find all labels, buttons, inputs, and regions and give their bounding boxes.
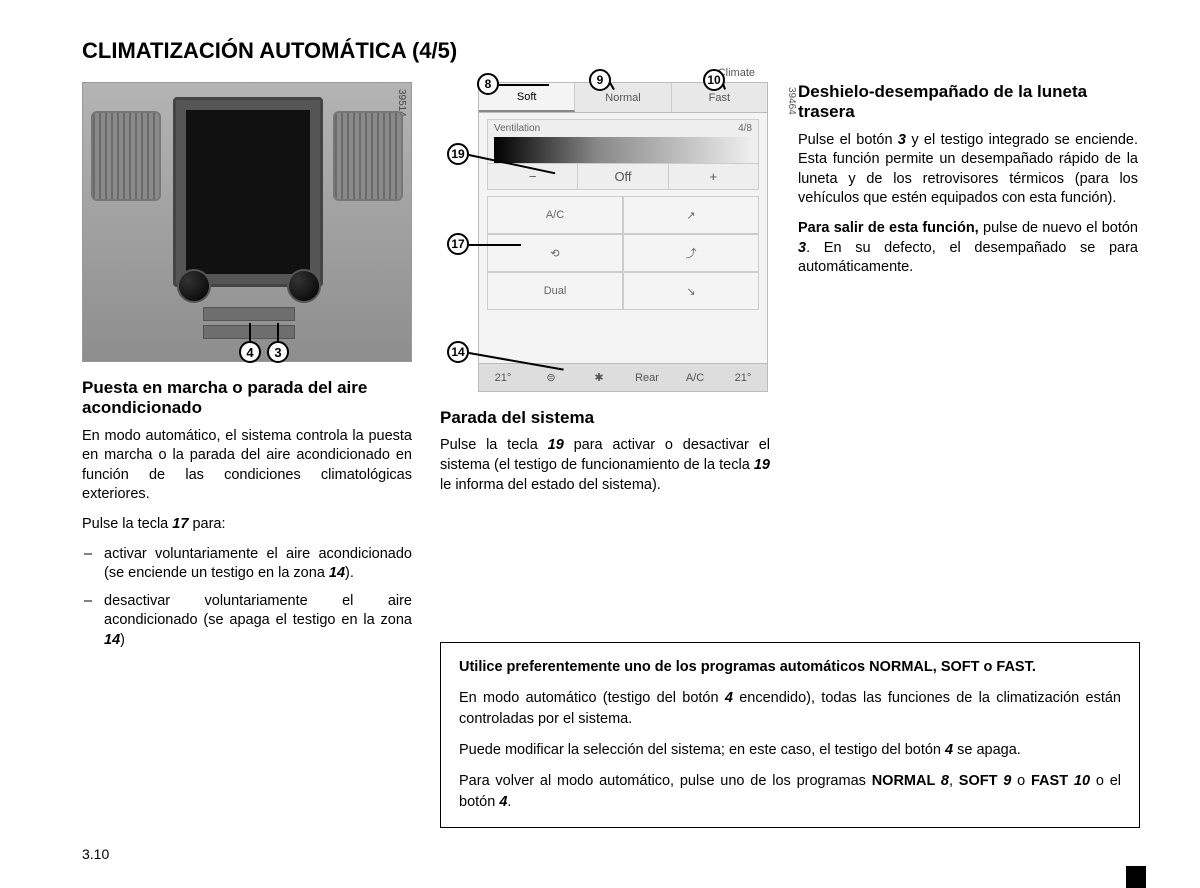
climate-screen-figure: 39464 Climate Soft Normal Fast Ventilati… xyxy=(478,82,768,392)
fan-icon: ✱ xyxy=(575,371,623,384)
col2-heading: Parada del sistema xyxy=(440,408,770,428)
cell-air2: ⤴ xyxy=(623,234,759,272)
column-3: Deshielo-desempañado de la luneta traser… xyxy=(798,82,1138,658)
col2-p1: Pulse la tecla 19 para activar o desacti… xyxy=(440,436,770,495)
prog-soft: SOFT xyxy=(959,773,1003,789)
col3-p1: Pulse el botón 3 y el testigo integrado … xyxy=(798,131,1138,209)
key-19b: 19 xyxy=(754,457,770,473)
column-2: 39464 Climate Soft Normal Fast Ventilati… xyxy=(440,82,770,658)
temp-left: 21° xyxy=(479,372,527,384)
key-14a: 14 xyxy=(329,565,345,581)
text: ) xyxy=(120,632,125,648)
cell-dual: Dual xyxy=(487,272,623,310)
function-grid: A/C ↗ ⟲ ⤴ Dual ↘ xyxy=(487,196,759,310)
page-title: CLIMATIZACIÓN AUTOMÁTICA (4/5) xyxy=(82,38,1150,64)
advice-p2: En modo automático (testigo del botón 4 … xyxy=(459,688,1121,730)
cell-air1: ↗ xyxy=(623,196,759,234)
text: activar voluntariamente el aire acondici… xyxy=(104,546,412,582)
leader-3 xyxy=(277,323,279,341)
callout-10: 10 xyxy=(703,69,725,91)
callout-3: 3 xyxy=(267,341,289,363)
vent-label: Ventilation xyxy=(494,123,540,134)
knob-right xyxy=(287,269,321,303)
advice-p4: Para volver al modo automático, pulse un… xyxy=(459,771,1121,813)
col1-p2: Pulse la tecla 17 para: xyxy=(82,515,412,535)
col1-p1: En modo automático, el sistema controla … xyxy=(82,427,412,505)
vent-count: 4/8 xyxy=(738,123,752,134)
ico-1: ⊜ xyxy=(527,371,575,384)
knob-left xyxy=(177,269,211,303)
prog-normal: NORMAL xyxy=(872,773,941,789)
text: Para volver al modo automático, pulse un… xyxy=(459,773,872,789)
text: se apaga. xyxy=(953,742,1021,758)
key-17: 17 xyxy=(172,516,188,532)
figure-code: 39464 xyxy=(786,87,797,115)
vent-off: Off xyxy=(578,164,668,189)
text: . En su defecto, el desempañado se para … xyxy=(798,240,1138,276)
callout-14: 14 xyxy=(447,341,469,363)
vent-plus: + xyxy=(669,164,758,189)
text: pulse de nuevo el botón xyxy=(979,220,1138,236)
text: o xyxy=(1011,773,1031,789)
prog-fast: FAST xyxy=(1031,773,1074,789)
dashboard-figure: 39514 4 3 xyxy=(82,82,412,362)
text: , xyxy=(949,773,959,789)
col3-p2: Para salir de esta función, pulse de nue… xyxy=(798,219,1138,278)
key-8: 8 xyxy=(941,773,949,789)
edge-tab xyxy=(1126,866,1146,888)
key-4a: 4 xyxy=(725,690,733,706)
leader-4 xyxy=(249,323,251,341)
list-item: desactivar voluntariamente el aire acond… xyxy=(82,592,412,651)
advice-p1: Utilice preferentemente uno de los progr… xyxy=(459,657,1121,678)
key-3a: 3 xyxy=(898,132,906,148)
text: desactivar voluntariamente el aire acond… xyxy=(104,593,412,629)
col3-heading: Deshielo-desempañado de la luneta traser… xyxy=(798,82,1138,123)
key-4b: 4 xyxy=(945,742,953,758)
ventilation-block: Ventilation 4/8 − Off + xyxy=(487,119,759,190)
text: le informa del estado del sistema). xyxy=(440,477,661,493)
ac-label: A/C xyxy=(671,372,719,384)
callout-19: 19 xyxy=(447,143,469,165)
text: Pulse la tecla xyxy=(440,437,548,453)
vent-right-graphic xyxy=(333,111,403,201)
column-1: 39514 4 3 Puesta en marcha o parada del … xyxy=(82,82,412,658)
bottom-bar: 21° ⊜ ✱ Rear A/C 21° xyxy=(479,363,767,391)
text: para: xyxy=(188,516,225,532)
vent-gradient xyxy=(494,137,752,163)
screen-bezel xyxy=(173,97,323,287)
key-14b: 14 xyxy=(104,632,120,648)
callout-9: 9 xyxy=(589,69,611,91)
col1-heading: Puesta en marcha o parada del aire acond… xyxy=(82,378,412,419)
vent-left-graphic xyxy=(91,111,161,201)
tab-normal: Normal xyxy=(575,83,671,112)
text: ). xyxy=(345,565,354,581)
advice-box: Utilice preferentemente uno de los progr… xyxy=(440,642,1140,828)
list-item: activar voluntariamente el aire acondici… xyxy=(82,545,412,584)
callout-17: 17 xyxy=(447,233,469,255)
columns: 39514 4 3 Puesta en marcha o parada del … xyxy=(82,82,1150,658)
advice-p3: Puede modificar la selección del sistema… xyxy=(459,740,1121,761)
cell-air3: ↘ xyxy=(623,272,759,310)
cell-recirc: ⟲ xyxy=(487,234,623,272)
text: . xyxy=(507,794,511,810)
callout-8: 8 xyxy=(477,73,499,95)
button-row-1 xyxy=(203,307,295,321)
page-number: 3.10 xyxy=(82,846,109,862)
leader-17 xyxy=(469,244,521,246)
text: Puede modificar la selección del sistema… xyxy=(459,742,945,758)
leader-8 xyxy=(499,84,549,86)
key-19a: 19 xyxy=(548,437,564,453)
cell-ac: A/C xyxy=(487,196,623,234)
key-10: 10 xyxy=(1074,773,1090,789)
text: Pulse la tecla xyxy=(82,516,172,532)
callout-4: 4 xyxy=(239,341,261,363)
temp-right: 21° xyxy=(719,372,767,384)
col1-list: activar voluntariamente el aire acondici… xyxy=(82,545,412,651)
rear-label: Rear xyxy=(623,372,671,384)
text: En modo automático (testigo del botón xyxy=(459,690,725,706)
key-3b: 3 xyxy=(798,240,806,256)
lead-text: Para salir de esta función, xyxy=(798,220,979,236)
text: Pulse el botón xyxy=(798,132,898,148)
